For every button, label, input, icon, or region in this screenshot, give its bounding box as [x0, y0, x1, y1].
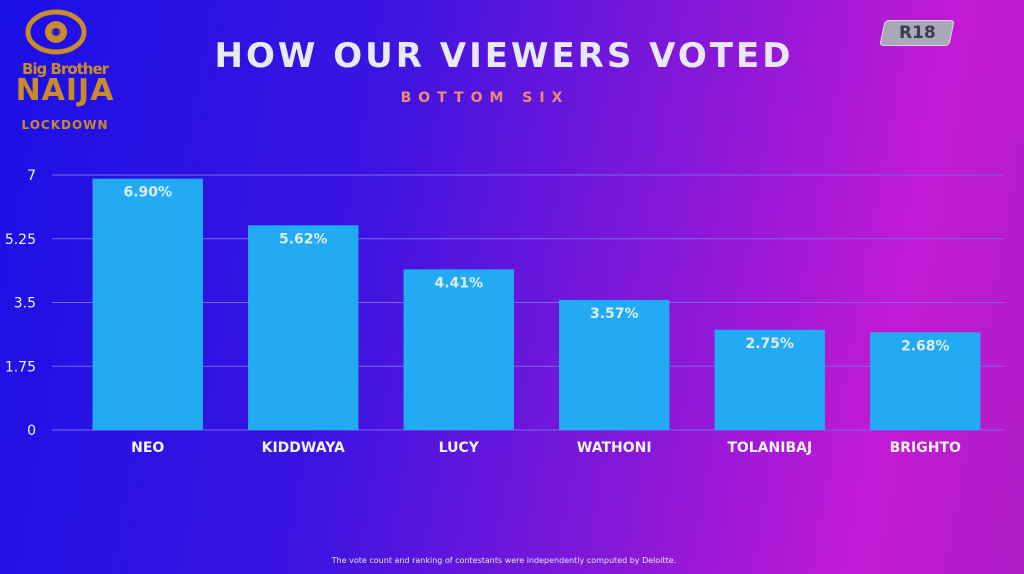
- x-category-label: KIDDWAYA: [262, 440, 345, 456]
- logo-naija: NAIJA: [15, 73, 115, 108]
- bar-data-label: 2.75%: [745, 336, 794, 352]
- y-tick-label: 3.5: [14, 296, 36, 312]
- y-tick-label: 5.25: [5, 232, 36, 248]
- x-category-label: WATHONI: [577, 440, 652, 456]
- y-tick-label: 1.75: [5, 359, 36, 375]
- x-category-label: BRIGHTO: [890, 440, 961, 456]
- bar-wathoni: [559, 299, 670, 430]
- bar-data-label: 5.62%: [279, 231, 328, 247]
- bar-data-label: 2.68%: [901, 338, 950, 354]
- y-tick-label: 7: [27, 168, 36, 184]
- x-category-label: TOLANIBAJ: [727, 440, 812, 456]
- bar-kiddwaya: [248, 225, 359, 430]
- chart-title: HOW OUR VIEWERS VOTED: [214, 36, 794, 76]
- show-logo: Big Brother NAIJA LOCKDOWN: [8, 4, 118, 134]
- chart-subtitle: BOTTOM SIX: [400, 90, 570, 106]
- eye-logo-icon: [25, 9, 87, 55]
- y-tick-label: 0: [27, 423, 36, 439]
- bar-data-label: 3.57%: [590, 306, 639, 322]
- bar-tolanibaj: [714, 329, 825, 430]
- x-category-label: NEO: [131, 440, 164, 456]
- bar-data-label: 6.90%: [123, 185, 172, 201]
- bar-chart: 0 1.75 3.5 5.25 7 6.90% NEO 5.62% KIDDWAYA 4.41% L…: [5, 168, 1005, 456]
- footnote: The vote count and ranking of contestant…: [331, 556, 677, 565]
- bar-lucy: [403, 269, 514, 430]
- bar-brighto: [870, 332, 981, 430]
- logo-lockdown: LOCKDOWN: [21, 118, 109, 132]
- bar-data-label: 4.41%: [434, 275, 483, 291]
- x-category-label: LUCY: [439, 440, 480, 456]
- logo-big-brother: Big Brother: [21, 60, 109, 78]
- bar-neo: [92, 178, 203, 430]
